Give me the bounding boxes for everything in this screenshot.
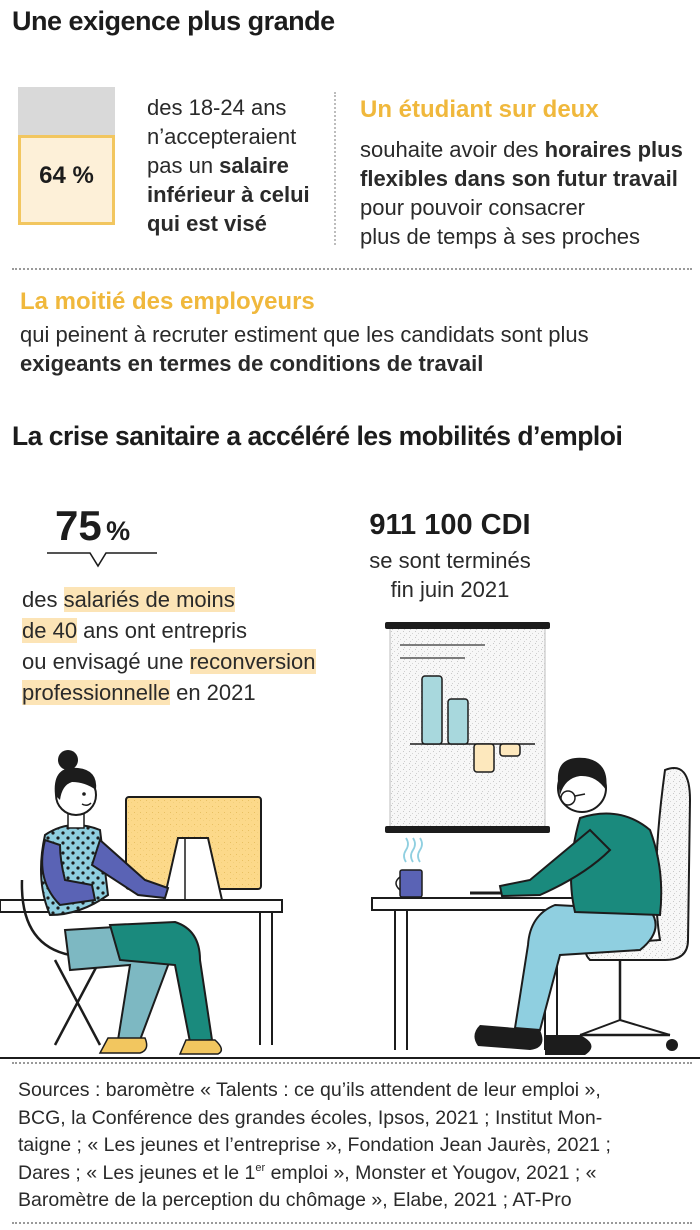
right-desk	[371, 891, 588, 1050]
stat-18-24-text: des 18-24 ans n’accepteraient pas un sal…	[147, 95, 310, 236]
stat-75-text: des salariés de moins de 40 ans ont entr…	[22, 587, 316, 705]
whiteboard	[385, 622, 550, 833]
section-title-crise: La crise sanitaire a accéléré les mobili…	[12, 421, 623, 451]
stat-cdi-text: se sont terminés fin juin 2021	[369, 548, 531, 602]
gauge-percent-label: 64 %	[39, 162, 94, 189]
man-figure	[474, 757, 663, 1055]
section1-divider	[12, 268, 692, 270]
stat-employeurs-text: qui peinent à recruter estiment que les …	[20, 322, 589, 376]
section-title-exigence: Une exigence plus grande	[12, 6, 335, 36]
left-monitor	[125, 796, 262, 901]
illustration-divider	[12, 1062, 692, 1064]
speech-pointer	[47, 552, 157, 568]
bottom-divider	[12, 1222, 692, 1224]
coffee-mug	[395, 837, 423, 898]
gauge-empty-part	[18, 87, 115, 135]
big-stat-cdi: 911 100 CDI	[369, 509, 531, 541]
office-illustration	[0, 622, 700, 1059]
gauge-filled-part	[18, 135, 115, 225]
big-stat-75: 75 %	[55, 502, 131, 549]
woman-figure	[40, 750, 223, 1055]
stat-employeurs-heading: La moitié des employeurs	[20, 288, 315, 315]
sources-text: Sources : baromètre « Talents : ce qu’il…	[18, 1079, 611, 1211]
stat-etudiant-heading: Un étudiant sur deux	[360, 96, 599, 123]
vertical-divider	[334, 92, 336, 245]
percent-gauge: 64 %	[18, 87, 115, 225]
stat-etudiant-text: souhaite avoir des horaires plus flexibl…	[360, 137, 683, 249]
